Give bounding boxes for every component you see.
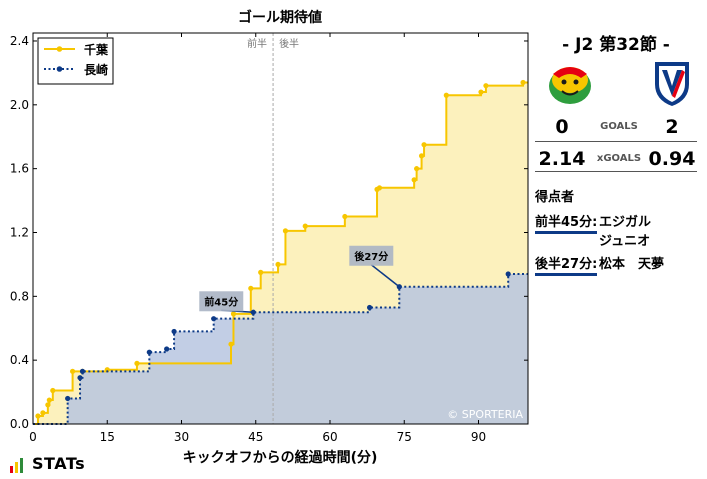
data-point: [367, 304, 373, 311]
annotation-box: [349, 245, 394, 266]
y-tick-label: 2.4: [10, 34, 29, 48]
xg-label: xGOALS: [596, 153, 642, 164]
data-point: [342, 213, 348, 220]
y-tick-label: 2.0: [10, 98, 29, 112]
data-point: [302, 223, 308, 229]
data-point: [65, 395, 71, 402]
data-point: [45, 402, 51, 408]
series-area: [33, 273, 528, 424]
data-point: [505, 271, 511, 277]
data-point: [478, 89, 484, 95]
logo-bar: [15, 462, 18, 473]
data-point: [228, 341, 234, 347]
x-tick-label: 60: [322, 430, 337, 444]
x-tick-label: 0: [29, 430, 37, 444]
y-tick-label: 1.6: [10, 162, 29, 176]
annotation-pointer: [370, 264, 400, 288]
away-team-logo-icon: [655, 62, 689, 106]
data-point: [70, 368, 76, 374]
data-point: [282, 228, 289, 234]
data-point: [421, 142, 427, 148]
second-half-label: 後半: [279, 37, 299, 50]
logo-bar: [20, 458, 23, 473]
logo-bar: [10, 466, 13, 473]
divider: [535, 141, 697, 142]
plot-frame: [32, 32, 529, 425]
y-tick-label: 1.2: [10, 225, 29, 239]
scorers-heading: 得点者: [535, 190, 575, 205]
data-point: [376, 185, 383, 191]
data-point: [230, 311, 237, 317]
data-point: [211, 316, 217, 322]
scorer-name-line: ジュニオ: [599, 234, 651, 249]
data-point: [164, 346, 170, 352]
data-point: [248, 285, 254, 291]
scorer-item: 前半45分: エジガル ジュニオ: [535, 211, 651, 249]
goals-row: 0 GOALS 2: [535, 116, 697, 140]
x-tick-label: 90: [471, 430, 486, 444]
brand-name: STATs: [32, 454, 86, 473]
data-point: [258, 269, 264, 275]
data-point: [275, 261, 281, 268]
x-tick-label: 75: [397, 430, 412, 444]
y-tick-label: 0.0: [10, 417, 29, 431]
scorer-time: 前半45分:: [535, 211, 598, 234]
legend-label: 長崎: [84, 62, 108, 77]
divider: [535, 171, 697, 172]
y-tick-label: 0.4: [10, 353, 29, 367]
x-tick-label: 15: [100, 430, 115, 444]
annotation-box: [199, 291, 244, 312]
scorer-name: エジガル ジュニオ: [599, 211, 651, 249]
data-point: [40, 410, 46, 416]
legend-marker: [56, 66, 63, 72]
match-title: - J2 第32節 -: [562, 35, 670, 55]
watermark: © SPORTERIA: [447, 408, 523, 421]
legend-box: [37, 37, 114, 85]
goal-annotation-label: 後27分: [354, 250, 388, 263]
data-point: [520, 79, 526, 86]
scorer-time: 後半27分:: [535, 253, 598, 276]
first-half-label: 前半: [247, 37, 267, 50]
data-point: [50, 387, 56, 394]
match-info-panel: - J2 第32節 - 0 GOALS 2 2.14 xGOALS 0.94 得…: [531, 0, 707, 479]
data-point: [77, 375, 83, 381]
data-point: [411, 177, 417, 183]
y-tick-label: 0.8: [10, 289, 29, 303]
data-point: [443, 92, 449, 98]
away-goals: 2: [665, 116, 679, 138]
home-goals: 0: [555, 116, 569, 138]
data-point: [171, 328, 177, 335]
x-tick-label: 30: [174, 430, 189, 444]
scorer-name: 松本 天夢: [599, 253, 664, 272]
scorer-item: 後半27分: 松本 天夢: [535, 253, 664, 276]
data-point: [483, 83, 489, 89]
data-point: [134, 360, 140, 366]
away-xg: 0.94: [648, 148, 696, 170]
data-point: [79, 368, 86, 374]
data-point: [35, 413, 41, 419]
scorer-name-line: エジガル: [599, 215, 652, 230]
x-tick-label: 45: [248, 430, 263, 444]
legend-label: 千葉: [84, 42, 109, 57]
goals-label: GOALS: [600, 121, 638, 132]
home-team-logo-icon: [549, 67, 591, 104]
data-point: [146, 349, 152, 355]
legend-marker: [56, 46, 63, 52]
data-point: [414, 166, 420, 172]
home-xg: 2.14: [538, 148, 586, 170]
data-point: [46, 397, 52, 403]
series-line: [33, 272, 528, 425]
data-point: [418, 153, 425, 159]
data-point: [104, 367, 110, 373]
xgoals-row: 2.14 xGOALS 0.94: [535, 148, 697, 172]
x-axis-label: キックオフからの経過時間(分): [183, 449, 378, 466]
goal-annotation-label: 前45分: [204, 295, 238, 308]
scorer-name-line: 松本 天夢: [599, 257, 665, 272]
chart-title: ゴール期待値: [238, 9, 322, 26]
